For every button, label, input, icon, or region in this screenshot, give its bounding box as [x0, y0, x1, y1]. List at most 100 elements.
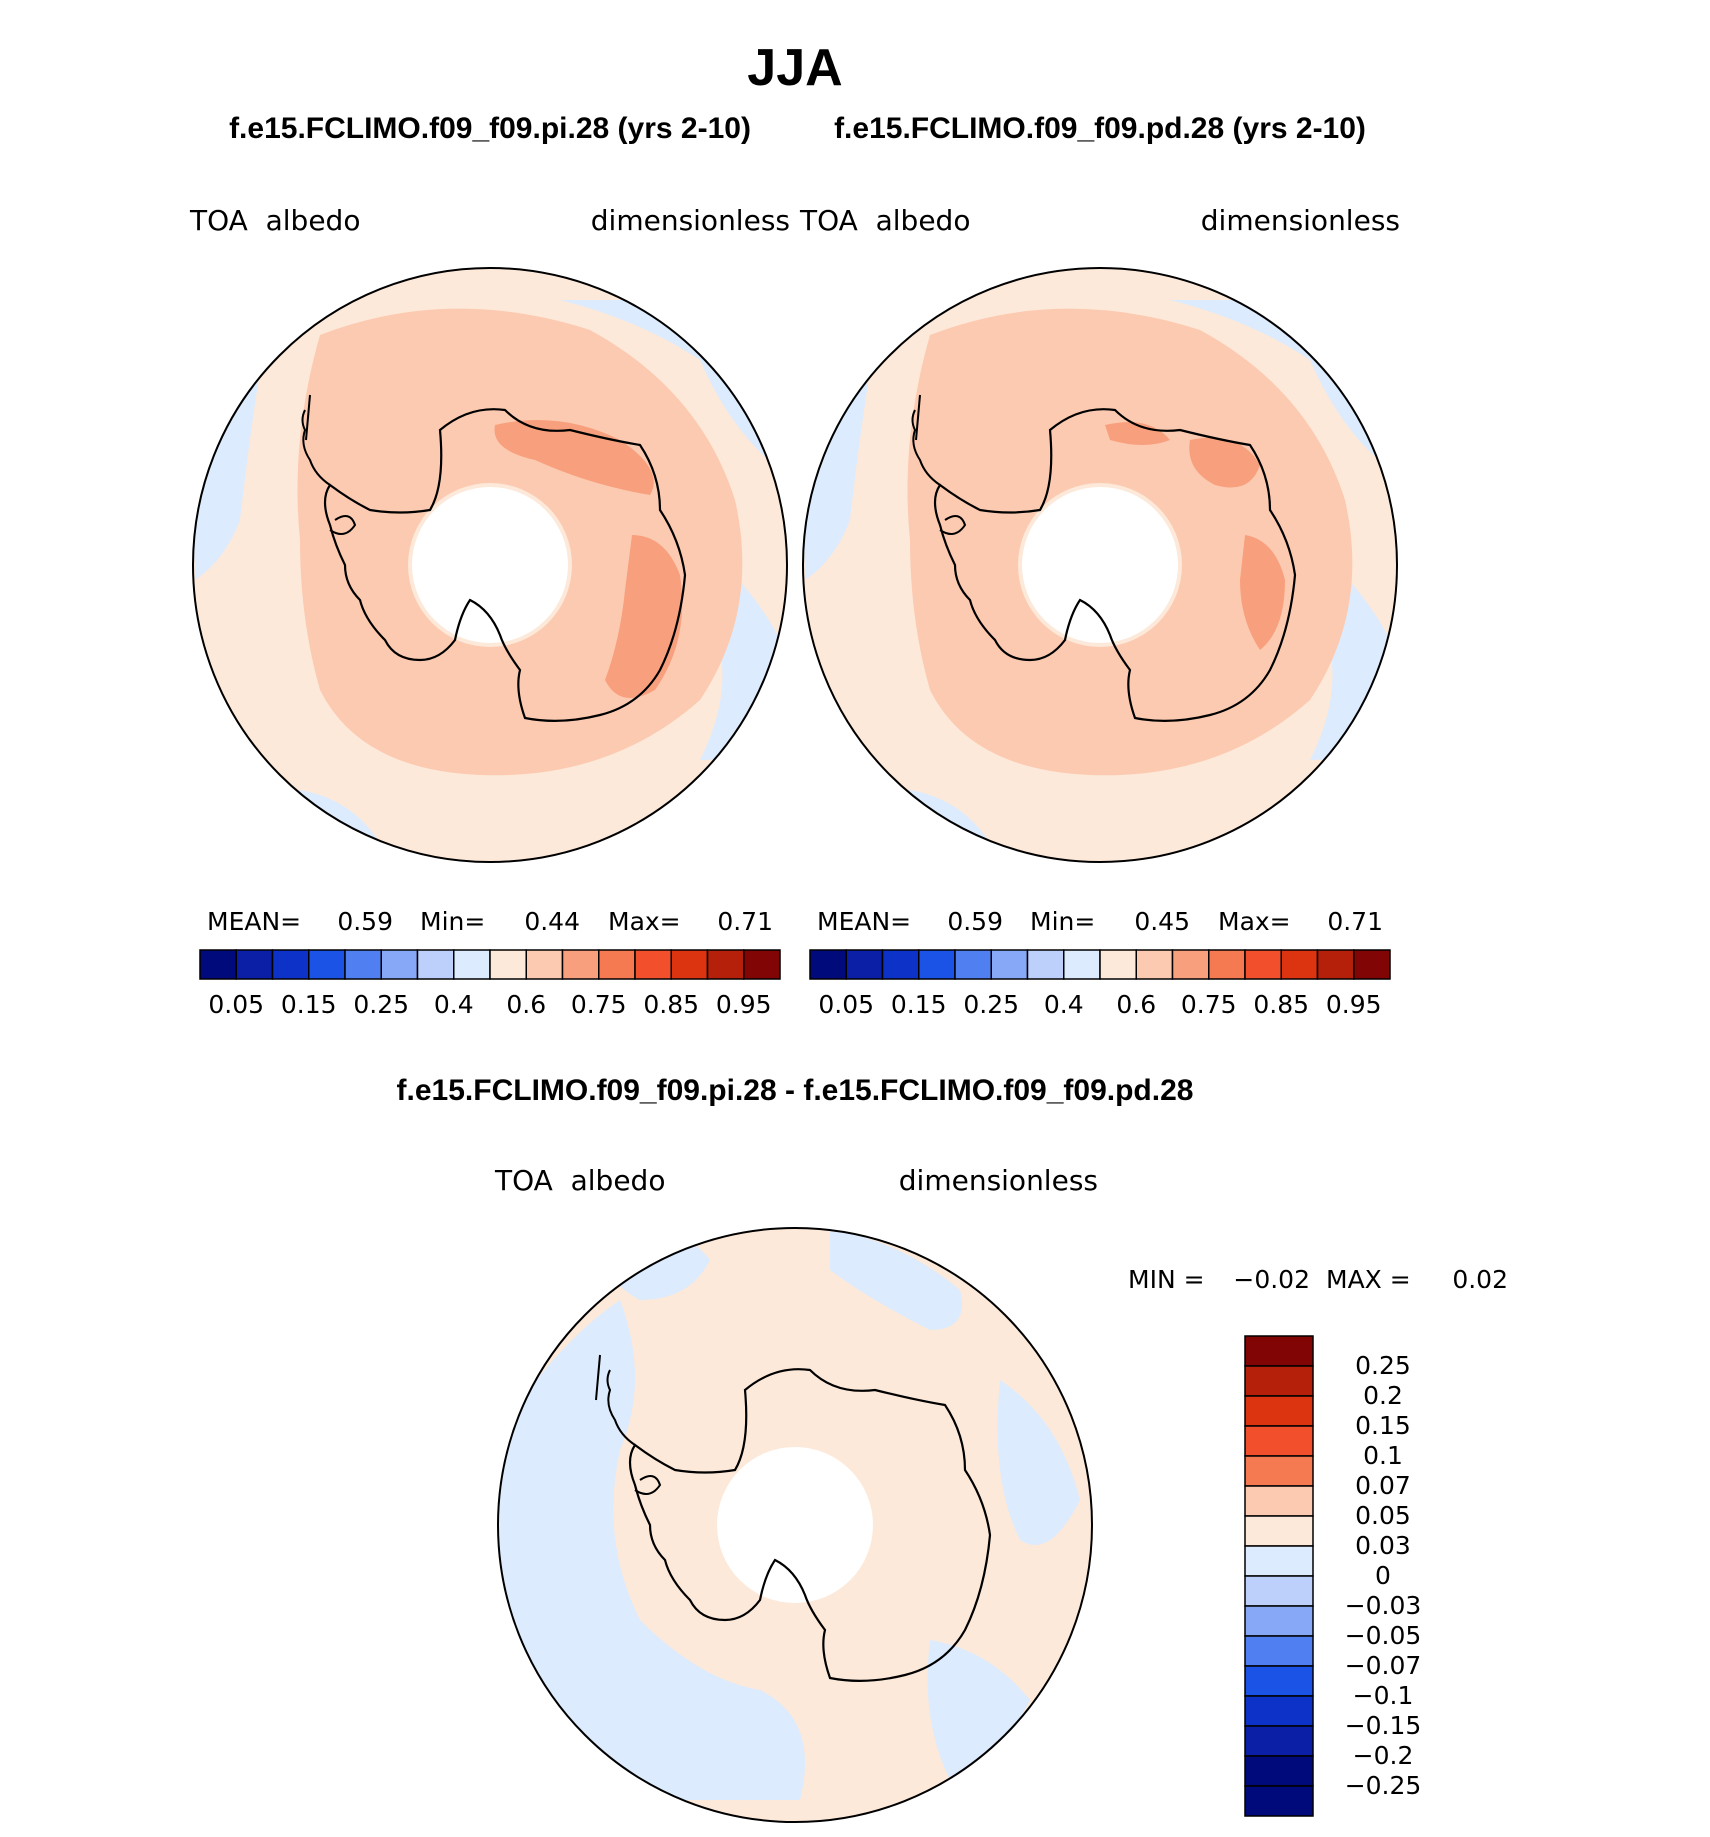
colorbar-box	[525, 949, 564, 980]
stats-right: MEAN= 0.59 Min= 0.45 Max= 0.71	[817, 907, 1383, 936]
colorbar-tick-label: 0.15	[891, 990, 947, 1019]
colorbar-tick-label: 0.25	[963, 990, 1019, 1019]
colorbar-box	[1244, 1365, 1314, 1397]
min-label: Min=	[1030, 907, 1095, 936]
colorbar-box	[1244, 1635, 1314, 1667]
colorbar-box	[1244, 1575, 1314, 1607]
diff-variable: TOA albedo	[494, 1164, 665, 1197]
colorbar-tick-label: 0.07	[1355, 1471, 1411, 1500]
colorbar-box	[634, 949, 672, 980]
colorbar-box	[706, 949, 745, 980]
colorbar-box	[308, 949, 346, 980]
colorbar-box	[918, 949, 956, 980]
colorbar-box	[1244, 1545, 1314, 1577]
colorbar-box	[1353, 949, 1391, 980]
diff-min-value: −0.02	[1233, 1265, 1310, 1294]
colorbar-box	[1135, 949, 1174, 980]
colorbar-tick-label: −0.1	[1353, 1681, 1414, 1710]
max-label: Max=	[1218, 907, 1291, 936]
colorbar-box	[670, 949, 709, 980]
max-label: Max=	[608, 907, 681, 936]
colorbar-box	[845, 949, 884, 980]
colorbar-tick-label: 0.4	[1044, 990, 1084, 1019]
diff-max-value: 0.02	[1452, 1265, 1508, 1294]
colorbar-tick-label: 0.85	[643, 990, 699, 1019]
colorbar-box	[1244, 1785, 1314, 1817]
colorbar-box	[990, 949, 1029, 980]
colorbar-tick-label: 0.6	[1116, 990, 1156, 1019]
min-value: 0.44	[524, 907, 580, 936]
colorbar-tick-label: −0.05	[1345, 1621, 1422, 1650]
map-left	[192, 267, 788, 863]
colorbar-tick-label: 0.95	[716, 990, 772, 1019]
colorbar-box	[344, 949, 382, 980]
colorbar-tick-label: 0.95	[1326, 990, 1382, 1019]
colorbar-box	[954, 949, 992, 980]
colorbar-box	[881, 949, 920, 980]
colorbar-tick-label: −0.25	[1345, 1771, 1422, 1800]
colorbar-box	[1099, 949, 1137, 980]
colorbar-tick-label: 0.05	[818, 990, 874, 1019]
colorbar-tick-label: 0.15	[281, 990, 337, 1019]
colorbar-box	[743, 949, 781, 980]
map-difference	[497, 1227, 1093, 1823]
colorbar-box	[1244, 1335, 1314, 1367]
colorbar-box	[453, 949, 491, 980]
figure-title: JJA	[747, 39, 842, 97]
colorbar-box	[1280, 949, 1319, 980]
mean-label: MEAN=	[207, 907, 301, 936]
max-value: 0.71	[717, 907, 773, 936]
colorbar-tick-label: 0.25	[1355, 1351, 1411, 1380]
diff-minmax: MIN = −0.02 MAX = 0.02	[1128, 1265, 1508, 1294]
colorbar-tick-label: −0.15	[1345, 1711, 1422, 1740]
map-right	[802, 267, 1398, 863]
colorbar-box	[1171, 949, 1210, 980]
diff-max-label: MAX =	[1326, 1265, 1411, 1294]
colorbar-tick-label: 0.4	[434, 990, 474, 1019]
colorbar-box	[1244, 1665, 1314, 1697]
colorbar-box	[1244, 1395, 1314, 1427]
diff-title: f.e15.FCLIMO.f09_f09.pi.28 - f.e15.FCLIM…	[397, 1074, 1194, 1107]
colorbar-box	[271, 949, 310, 980]
colorbar-box	[809, 949, 847, 980]
colorbar-tick-label: 0.6	[506, 990, 546, 1019]
colorbar-box	[598, 949, 636, 980]
colorbar-box	[561, 949, 600, 980]
colorbar-box	[235, 949, 274, 980]
colorbar-box	[1244, 1485, 1314, 1517]
colorbar-tick-label: −0.03	[1345, 1591, 1422, 1620]
min-label: Min=	[420, 907, 485, 936]
colorbar-left: 0.05 0.15 0.25 0.4 0.6 0.75 0.85 0.95	[199, 949, 781, 1019]
colorbar-box	[1208, 949, 1246, 980]
colorbar-difference: 0.250.20.150.10.070.050.030−0.03−0.05−0.…	[1244, 1335, 1422, 1817]
diff-units: dimensionless	[899, 1164, 1098, 1197]
colorbar-box	[1063, 949, 1101, 980]
panel-left-units: dimensionless	[591, 204, 790, 237]
colorbar-tick-label: 0	[1375, 1561, 1391, 1590]
colorbar-tick-label: 0.03	[1355, 1531, 1411, 1560]
colorbar-box	[416, 949, 455, 980]
max-value: 0.71	[1327, 907, 1383, 936]
colorbar-box	[199, 949, 237, 980]
colorbar-tick-label: 0.25	[353, 990, 409, 1019]
colorbar-box	[1026, 949, 1065, 980]
stats-left: MEAN= 0.59 Min= 0.44 Max= 0.71	[207, 907, 773, 936]
colorbar-box	[380, 949, 419, 980]
colorbar-box	[1244, 1515, 1314, 1547]
colorbar-box	[1316, 949, 1355, 980]
mean-value: 0.59	[337, 907, 393, 936]
panel-right-variable: TOA albedo	[799, 204, 970, 237]
colorbar-box	[489, 949, 527, 980]
colorbar-box	[1244, 1695, 1314, 1727]
header-left: f.e15.FCLIMO.f09_f09.pi.28 (yrs 2-10)	[229, 112, 751, 145]
colorbar-tick-label: −0.2	[1353, 1741, 1414, 1770]
colorbar-box	[1244, 1605, 1314, 1637]
colorbar-box	[1244, 949, 1282, 980]
diff-min-label: MIN =	[1128, 1265, 1205, 1294]
header-right: f.e15.FCLIMO.f09_f09.pd.28 (yrs 2-10)	[834, 112, 1366, 145]
colorbar-tick-label: −0.07	[1345, 1651, 1422, 1680]
mean-label: MEAN=	[817, 907, 911, 936]
colorbar-tick-label: 0.2	[1363, 1381, 1403, 1410]
colorbar-tick-label: 0.75	[1181, 990, 1237, 1019]
